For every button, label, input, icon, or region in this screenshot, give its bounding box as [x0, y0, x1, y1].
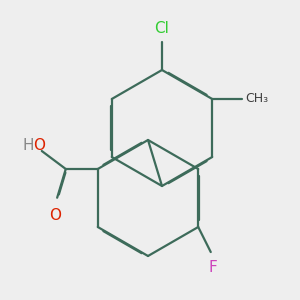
Text: H: H	[22, 139, 34, 154]
Text: Cl: Cl	[154, 21, 169, 36]
Text: F: F	[208, 260, 217, 275]
Text: O: O	[33, 139, 45, 154]
Text: O: O	[49, 208, 61, 223]
Text: CH₃: CH₃	[245, 92, 268, 106]
